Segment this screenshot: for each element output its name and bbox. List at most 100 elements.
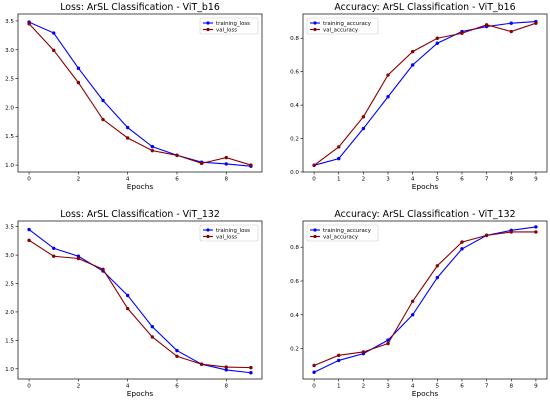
y-tick-label: 1.5 — [5, 134, 14, 140]
y-tick-label: 1.0 — [5, 163, 14, 169]
data-point-val_accuracy — [337, 353, 341, 358]
plot-frame — [17, 13, 263, 173]
data-point-training_loss — [27, 227, 31, 232]
x-tick-label: 3 — [386, 177, 390, 183]
data-point-val_accuracy — [386, 73, 390, 77]
legend-marker — [206, 21, 210, 25]
data-point-val_accuracy — [484, 23, 489, 27]
x-tick-label: 4 — [126, 384, 130, 390]
y-tick-label: 3.0 — [5, 48, 14, 54]
data-point-val_loss — [224, 155, 228, 160]
chart-2: Accuracy: ArSL Classification - ViT_b16 0… — [290, 2, 548, 191]
y-tick-label: 0.8 — [290, 36, 299, 42]
data-point-training_loss — [224, 162, 228, 166]
data-point-training_accuracy — [534, 225, 538, 229]
x-tick-label: 6 — [175, 384, 179, 390]
chart-title: Accuracy: ArSL Classification - ViT_b16 — [334, 2, 515, 13]
series-line-training_loss — [28, 229, 251, 374]
data-point-training_accuracy — [361, 126, 366, 131]
data-point-val_loss — [249, 163, 253, 167]
y-tick-label: 0.0 — [290, 170, 299, 176]
data-point-training_accuracy — [337, 358, 341, 363]
legend-box — [199, 224, 259, 242]
series-line-training_loss — [28, 21, 251, 167]
legend-box — [199, 17, 259, 35]
data-point-training_accuracy — [410, 313, 415, 317]
data-point-val_accuracy — [534, 230, 538, 234]
x-axis-title: Epochs — [412, 389, 439, 398]
data-point-training_loss — [249, 371, 253, 375]
x-tick-label: 0 — [312, 384, 316, 390]
legend-label: val_loss — [216, 234, 237, 240]
y-tick-label: 0.2 — [290, 137, 299, 143]
data-point-val_loss — [125, 306, 130, 311]
chart-1: Loss: ArSL Classification - ViT_b16 0 2 4 6 8… — [5, 2, 263, 191]
legend-label: training_accuracy — [323, 21, 372, 27]
data-point-val_loss — [175, 354, 179, 358]
y-tick-label: 2.0 — [5, 310, 14, 316]
data-point-val_loss — [76, 256, 81, 261]
data-point-training_accuracy — [410, 63, 415, 67]
legend-marker — [313, 234, 317, 239]
x-tick-label: 6 — [460, 384, 464, 390]
data-point-training_accuracy — [386, 95, 390, 99]
data-point-val_loss — [175, 153, 179, 157]
x-tick-label: 4 — [411, 177, 415, 183]
data-point-training_accuracy — [337, 156, 341, 161]
data-point-val_accuracy — [435, 36, 440, 40]
x-axis-title: Epochs — [127, 389, 154, 398]
x-tick-label: 6 — [460, 177, 464, 183]
chart-3: Loss: ArSL Classification - ViT_132 0 2 4 6 8… — [5, 209, 263, 398]
data-point-val_accuracy — [484, 233, 489, 238]
data-point-val_loss — [125, 136, 130, 140]
x-tick-label: 9 — [534, 177, 538, 183]
data-point-training_loss — [52, 31, 56, 35]
data-point-val_accuracy — [509, 230, 513, 234]
plot-frame — [302, 13, 548, 173]
chart-title: Loss: ArSL Classification - ViT_132 — [60, 209, 220, 220]
x-tick-label: 2 — [77, 384, 81, 390]
data-point-val_accuracy — [460, 31, 464, 35]
data-point-training_loss — [224, 368, 228, 372]
data-point-val_loss — [101, 117, 105, 122]
legend-marker — [313, 21, 317, 25]
legend-box — [306, 224, 379, 242]
data-point-training_loss — [52, 246, 56, 250]
y-tick-label: 2.5 — [5, 77, 14, 83]
x-tick-label: 2 — [362, 177, 366, 183]
data-point-val_loss — [52, 254, 56, 258]
x-axis-title: Epochs — [412, 182, 439, 191]
data-point-val_accuracy — [460, 240, 464, 244]
x-tick-label: 6 — [175, 177, 179, 183]
legend-label: training_loss — [216, 21, 250, 27]
data-point-val_accuracy — [386, 341, 390, 346]
x-tick-label: 8 — [509, 384, 513, 390]
x-tick-label: 5 — [436, 384, 440, 390]
legend-label: training_loss — [216, 228, 250, 234]
data-point-val_accuracy — [361, 115, 366, 119]
data-point-val_accuracy — [534, 21, 538, 25]
y-tick-label: 1.5 — [5, 338, 14, 344]
x-tick-label: 3 — [386, 384, 390, 390]
data-point-training_accuracy — [509, 21, 513, 25]
legend-marker — [206, 228, 210, 232]
plot-frame — [17, 220, 263, 380]
data-point-training_loss — [101, 98, 105, 103]
data-point-val_accuracy — [312, 363, 316, 368]
x-tick-label: 8 — [224, 177, 228, 183]
x-tick-label: 1 — [337, 177, 341, 183]
y-tick-label: 2.5 — [5, 282, 14, 288]
data-point-training_accuracy — [460, 247, 464, 251]
x-tick-label: 4 — [411, 384, 415, 390]
series-line-training_accuracy — [313, 226, 536, 373]
series-line-val_loss — [28, 239, 251, 369]
legend-label: val_accuracy — [323, 234, 359, 240]
data-point-training_loss — [76, 66, 81, 70]
y-tick-label: 0.8 — [290, 245, 299, 251]
y-tick-label: 0.4 — [290, 313, 299, 319]
x-tick-label: 7 — [485, 177, 489, 183]
data-point-val_loss — [224, 365, 228, 369]
